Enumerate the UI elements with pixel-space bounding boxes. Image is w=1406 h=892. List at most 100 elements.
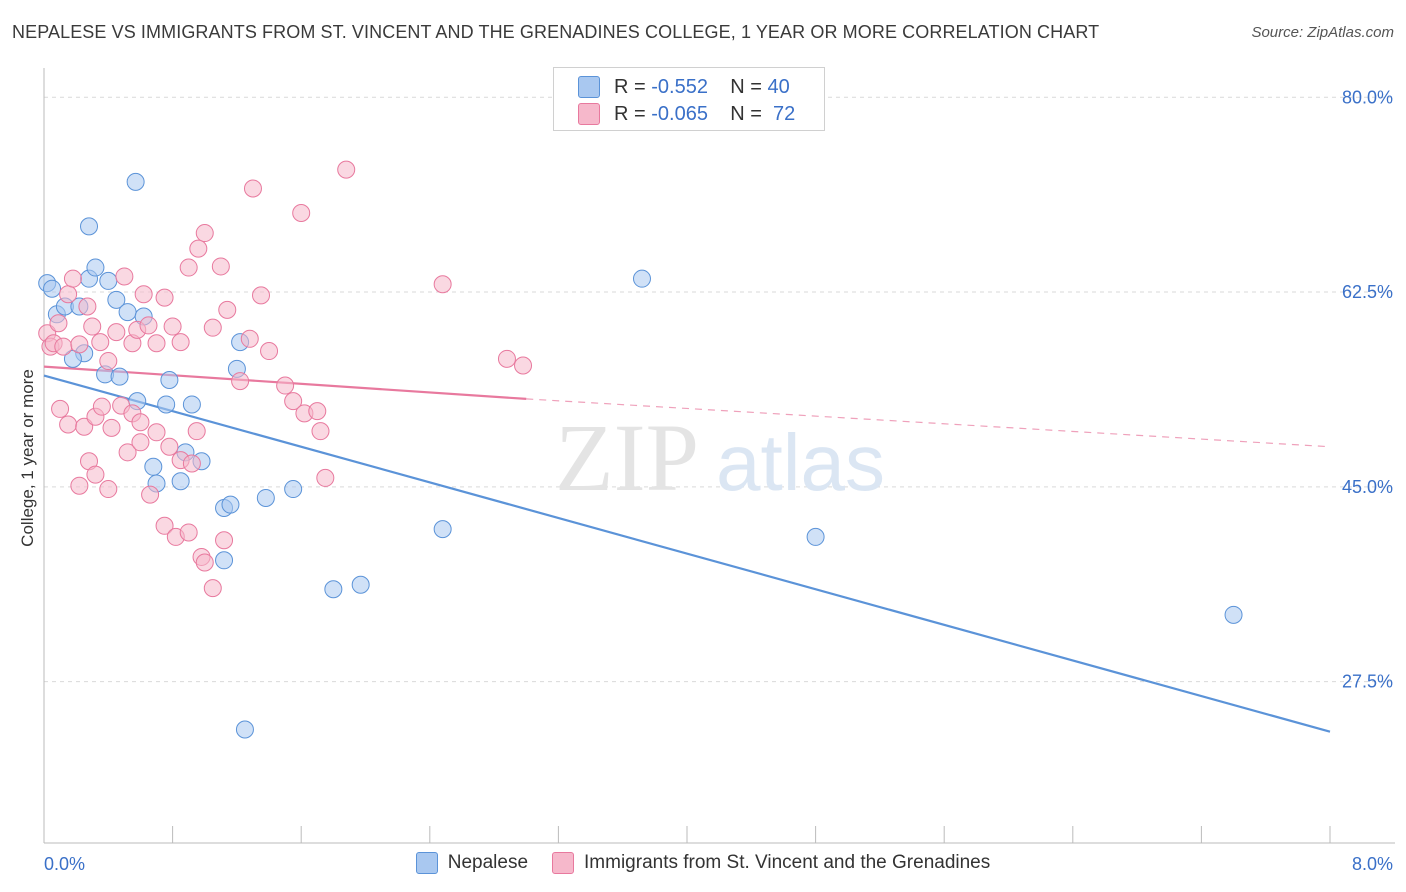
point-nepalese [110,367,129,386]
point-nepalese [171,472,190,491]
point-immigrants [497,349,516,368]
series-legend: Nepalese Immigrants from St. Vincent and… [0,852,1406,874]
legend-r-label: R = [614,102,646,125]
point-immigrants [292,204,311,223]
y-tick-label: 62.5% [1342,282,1393,302]
point-immigrants [195,224,214,243]
point-nepalese [351,575,370,594]
point-immigrants [63,269,82,288]
legend-n-value: 72 [773,102,796,125]
legend-r-value: -0.065 [651,102,708,125]
point-immigrants [215,531,234,550]
x-tick-label: 8.0% [1352,854,1393,874]
point-immigrants [49,314,68,333]
point-immigrants [284,392,303,411]
watermark-atlas: atlas [716,418,885,507]
point-immigrants [99,480,118,499]
point-immigrants [91,333,110,352]
point-immigrants [54,337,73,356]
point-immigrants [182,454,201,473]
point-immigrants [131,413,150,432]
legend-row-nepalese: R = -0.552 N = 40 [578,75,790,99]
point-immigrants [131,433,150,452]
point-immigrants [211,257,230,276]
point-immigrants [240,329,259,348]
point-immigrants [147,334,166,353]
point-immigrants [102,418,121,437]
point-nepalese [215,551,234,570]
point-immigrants [187,422,206,441]
point-immigrants [514,356,533,375]
point-nepalese [86,258,105,277]
y-tick-label: 80.0% [1342,87,1393,107]
point-immigrants [163,317,182,336]
watermark-zip: ZIP [555,404,699,511]
point-immigrants [83,317,102,336]
correlation-legend: R = -0.552 N = 40 R = -0.065 N = 72 [553,67,825,131]
point-immigrants [147,423,166,442]
point-immigrants [337,160,356,179]
point-immigrants [59,285,78,304]
point-immigrants [115,267,134,286]
point-nepalese [99,271,118,290]
chart-title: NEPALESE VS IMMIGRANTS FROM ST. VINCENT … [12,22,1100,42]
point-immigrants [155,516,174,535]
point-immigrants [107,323,126,342]
point-immigrants [252,286,271,305]
legend-swatch-nepalese [415,852,438,874]
point-immigrants [70,476,89,495]
point-immigrants [171,333,190,352]
legend-n-label: N = [730,102,762,125]
point-immigrants [70,335,89,354]
point-nepalese [256,488,275,507]
point-nepalese [80,217,99,236]
point-immigrants [59,415,78,434]
point-nepalese [806,527,825,546]
point-nepalese [235,720,254,739]
point-immigrants [311,422,330,441]
legend-r-value: -0.552 [651,75,708,98]
point-immigrants [231,372,250,391]
point-nepalese [160,370,179,389]
point-immigrants [195,553,214,572]
point-immigrants [92,397,111,416]
point-immigrants [189,239,208,258]
point-nepalese [182,395,201,414]
point-immigrants [75,417,94,436]
point-immigrants [78,297,97,316]
point-immigrants [139,316,158,335]
point-immigrants [433,275,452,294]
source-label: Source: ZipAtlas.com [1251,24,1394,41]
point-immigrants [86,465,105,484]
point-nepalese [107,290,126,309]
legend-item-nepalese[interactable]: Nepalese [415,852,529,874]
y-axis-label: College, 1 year or more [18,369,37,547]
legend-label-nepalese: Nepalese [447,852,529,873]
trend-line [43,374,1331,733]
axes [43,68,1395,844]
point-nepalese [43,279,62,298]
point-immigrants [99,352,118,371]
x-tick-label: 0.0% [44,854,85,874]
point-nepalese [1224,605,1243,624]
legend-item-immigrants[interactable]: Immigrants from St. Vincent and the Gren… [552,852,990,874]
legend-n-label: N = [730,75,762,98]
legend-swatch-nepalese [578,76,600,98]
point-immigrants [160,437,179,456]
point-immigrants [218,300,237,319]
legend-n-value: 40 [767,75,790,98]
legend-swatch-immigrants [578,103,600,125]
point-nepalese [144,457,163,476]
point-immigrants [243,179,262,198]
point-immigrants [260,342,279,361]
point-immigrants [308,402,327,421]
point-immigrants [51,399,70,418]
point-nepalese [284,480,303,499]
point-nepalese [324,580,343,599]
legend-label-immigrants: Immigrants from St. Vincent and the Gren… [584,852,991,873]
point-immigrants [316,468,335,487]
point-nepalese [126,172,145,191]
y-tick-label: 27.5% [1342,672,1393,692]
legend-r-label: R = [614,75,646,98]
